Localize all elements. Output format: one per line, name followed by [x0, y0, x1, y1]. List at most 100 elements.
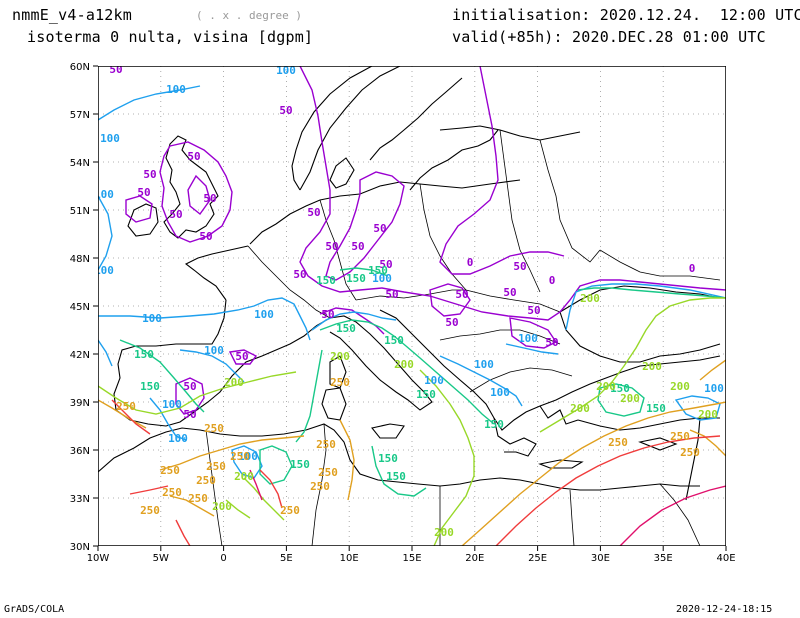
- contour-label: 50: [545, 336, 558, 349]
- contour-label: 50: [527, 304, 540, 317]
- contour-label: 250: [196, 474, 216, 487]
- contour-label: 0: [689, 262, 696, 275]
- valid-time: valid(+85h): 2020.DEC.28 01:00 UTC: [452, 28, 766, 46]
- lat-tick-label: 60N: [70, 62, 90, 73]
- contour-label: 50: [109, 63, 122, 76]
- contour-label: 50: [187, 150, 200, 163]
- contour-label: 100: [204, 344, 224, 357]
- contour-label: 100: [474, 358, 494, 371]
- contour-label: 50: [385, 288, 398, 301]
- contour-label: 150: [134, 348, 154, 361]
- contour-label: 150: [140, 380, 160, 393]
- contour-label: 50: [379, 258, 392, 271]
- latitude-labels: 30N 33N 36N 39N 42N 45N 48N 51N 54N 57N 60N: [70, 62, 90, 553]
- contour-label: 200: [224, 376, 244, 389]
- lon-tick-label: 5E: [280, 553, 293, 564]
- contour-label: 150: [416, 388, 436, 401]
- contour-label: 100: [142, 312, 162, 325]
- contour-label: 50: [235, 350, 248, 363]
- contour-label: 150: [316, 274, 336, 287]
- contour-label: 50: [321, 308, 334, 321]
- contour-lines: [98, 66, 726, 546]
- footer-credit: GrADS/COLA: [4, 604, 65, 615]
- contour-label: 150: [368, 264, 388, 277]
- lat-tick-label: 51N: [70, 206, 90, 217]
- contour-label: 50: [169, 208, 182, 221]
- contour-label: 50: [279, 104, 292, 117]
- lon-tick-label: 15E: [402, 553, 421, 564]
- axis-ticks: [93, 65, 727, 551]
- contour-label: 200: [698, 408, 718, 421]
- contour-label: 100: [238, 450, 258, 463]
- contour-label: 250: [116, 400, 136, 413]
- contour-label: 50: [325, 240, 338, 253]
- init-time: initialisation: 2020.12.24. 12:00 UTC: [452, 6, 800, 24]
- contour-label: 100: [424, 374, 444, 387]
- longitude-labels: 10W 5W 0 5E 10E 15E 20E 25E 30E 35E 40E: [87, 553, 736, 564]
- lat-tick-label: 33N: [70, 494, 90, 505]
- contour-label: 250: [670, 430, 690, 443]
- contour-label: 250: [608, 436, 628, 449]
- contour-label: 50: [445, 316, 458, 329]
- contour-label: 50: [373, 222, 386, 235]
- lon-tick-label: 5W: [153, 553, 169, 564]
- contour-label: 150: [378, 452, 398, 465]
- lon-tick-label: 25E: [528, 553, 547, 564]
- product-title: isoterma 0 nulta, visina [dgpm]: [27, 28, 314, 46]
- contour-label: 100: [94, 264, 114, 277]
- contour-label: 250: [162, 486, 182, 499]
- contour-label: 150: [346, 272, 366, 285]
- lon-tick-label: 35E: [654, 553, 673, 564]
- contour-label: 50: [503, 286, 516, 299]
- lat-tick-label: 57N: [70, 110, 90, 121]
- contour-label: 150: [646, 402, 666, 415]
- units-hint: ( . x . degree ): [196, 9, 302, 22]
- contour-label: 200: [212, 500, 232, 513]
- contour-label: 150: [336, 322, 356, 335]
- contour-label: 200: [330, 350, 350, 363]
- contour-label: 100: [518, 332, 538, 345]
- contour-label: 250: [230, 450, 250, 463]
- contour-label: 100: [162, 398, 182, 411]
- contour-label: 50: [293, 268, 306, 281]
- lon-tick-label: 0: [220, 553, 226, 564]
- contour-label: 200: [394, 358, 414, 371]
- contour-label: 100: [166, 83, 186, 96]
- contour-label: 0: [467, 256, 474, 269]
- contour-label: 50: [513, 260, 526, 273]
- contour-label: 250: [280, 504, 300, 517]
- contour-label: 250: [680, 446, 700, 459]
- contour-label: 250: [316, 438, 336, 451]
- contour-label: 250: [330, 376, 350, 389]
- footer-timestamp: 2020-12-24-18:15: [676, 604, 773, 615]
- contour-label: 250: [160, 464, 180, 477]
- contour-label: 200: [596, 380, 616, 393]
- lat-tick-label: 42N: [70, 350, 90, 361]
- lat-tick-label: 54N: [70, 158, 90, 169]
- contour-label: 200: [580, 292, 600, 305]
- contour-label: 200: [642, 360, 662, 373]
- lat-tick-label: 39N: [70, 398, 90, 409]
- contour-label: 150: [484, 418, 504, 431]
- contour-label: 250: [310, 480, 330, 493]
- contour-label: 200: [570, 402, 590, 415]
- contour-label: 150: [384, 334, 404, 347]
- contour-label: 0: [549, 274, 556, 287]
- contour-label: 50: [307, 206, 320, 219]
- contour-label: 250: [206, 460, 226, 473]
- contour-label: 50: [183, 380, 196, 393]
- contour-label: 100: [254, 308, 274, 321]
- contour-label: 200: [434, 526, 454, 539]
- lon-tick-label: 10W: [87, 553, 110, 564]
- contour-label: 100: [704, 382, 724, 395]
- contour-label: 100: [94, 188, 114, 201]
- contour-label: 200: [670, 380, 690, 393]
- lon-tick-label: 20E: [465, 553, 484, 564]
- contour-label: 100: [276, 64, 296, 77]
- contour-label: 150: [290, 458, 310, 471]
- contour-label: 150: [386, 470, 406, 483]
- contour-label: 50: [199, 230, 212, 243]
- lat-tick-label: 48N: [70, 254, 90, 265]
- coastlines: [98, 66, 721, 546]
